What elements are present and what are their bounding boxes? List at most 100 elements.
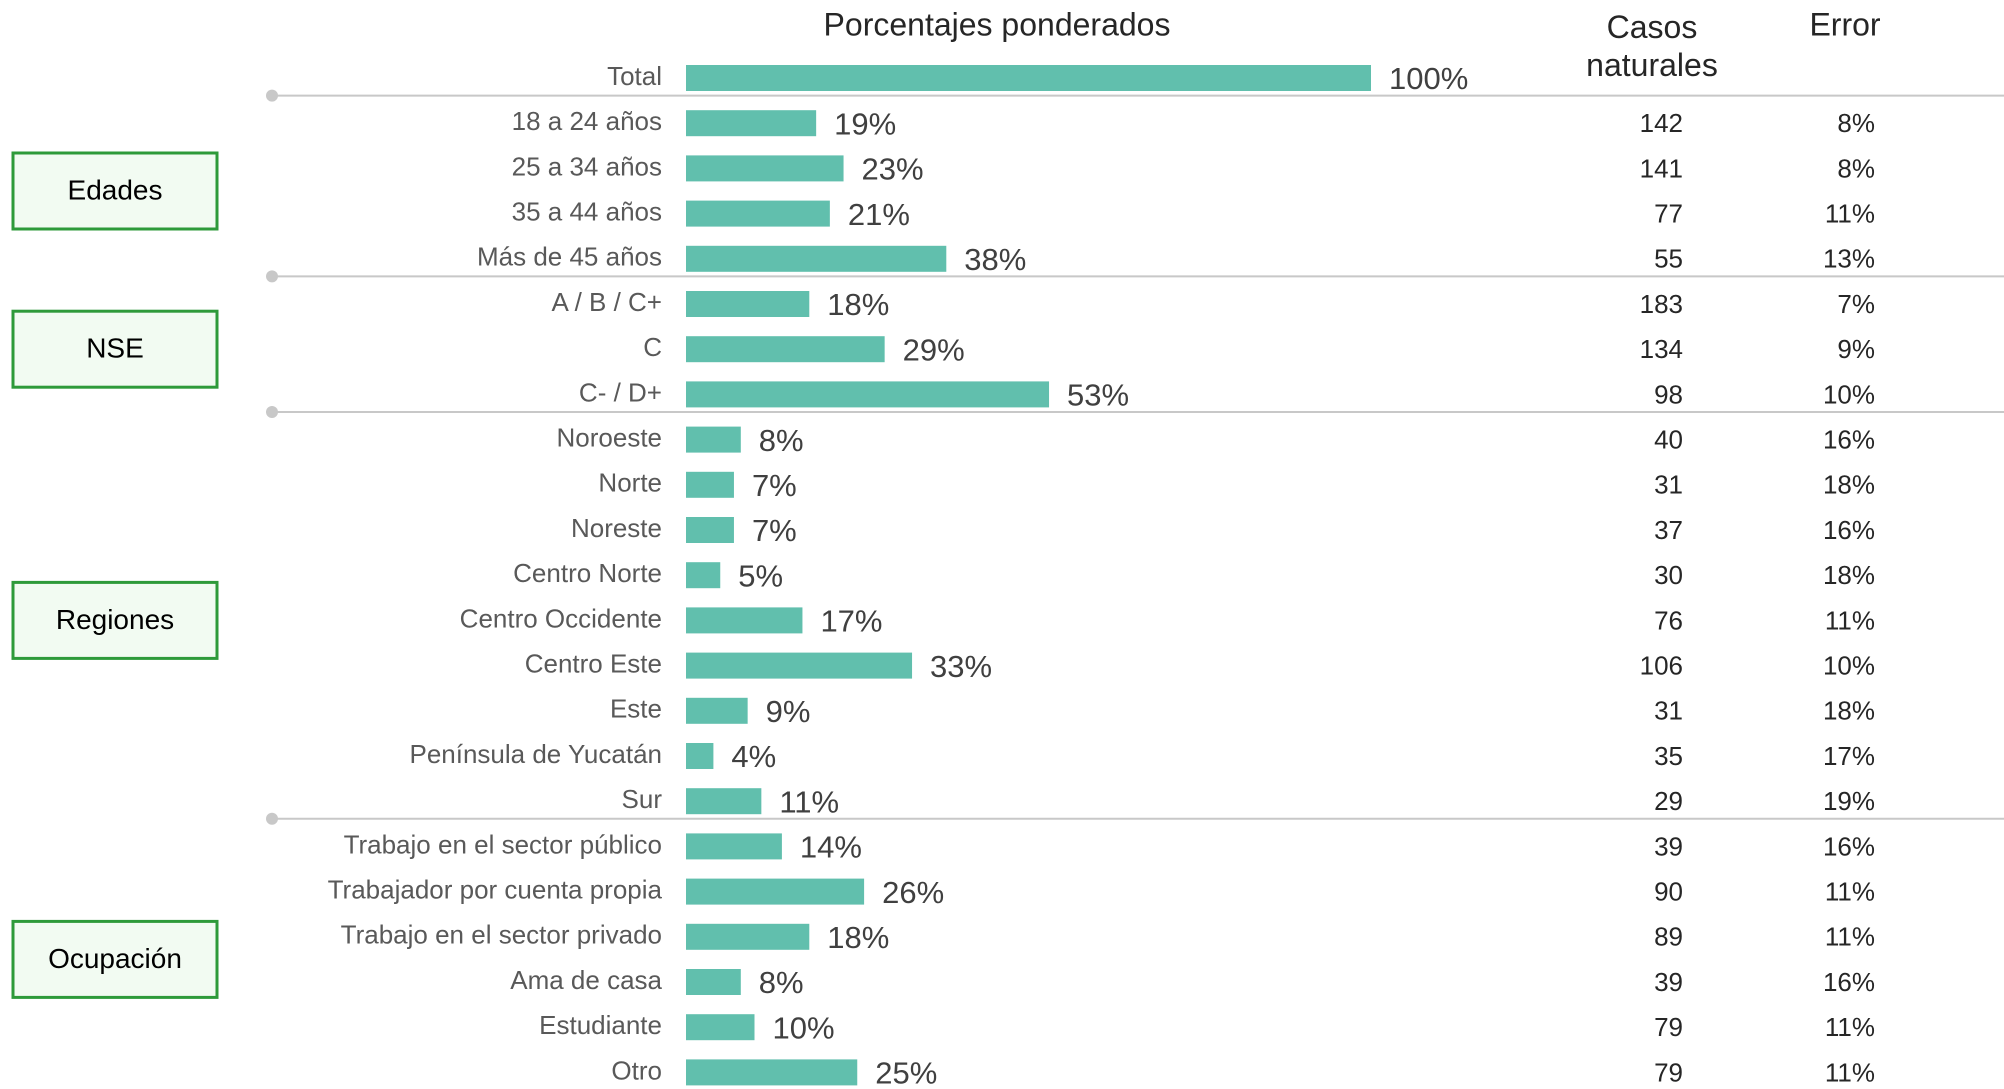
error-value: 11% [1825,922,1875,952]
bar [686,788,762,815]
error-value: 10% [1823,650,1875,680]
value-label: 11% [779,784,839,819]
error-value: 9% [1837,334,1875,364]
group-label: Ocupación [48,943,182,974]
group-label: Regiones [56,604,174,635]
group-box [11,580,219,660]
group-label: Edades [68,174,163,205]
casos-value: 77 [1654,198,1683,228]
error-value: 7% [1837,289,1875,319]
bar [686,607,803,634]
error-value: 16% [1823,515,1875,545]
casos-value: 29 [1654,786,1683,816]
casos-value: 142 [1640,108,1683,138]
category-label: Total [607,61,662,91]
bar [686,923,810,950]
category-label: Trabajo en el sector privado [341,920,662,950]
error-value: 13% [1823,244,1875,274]
category-label: 25 a 34 años [512,151,662,181]
category-label: Sur [622,784,663,814]
value-label: 29% [903,332,965,367]
bar [686,471,734,498]
category-label: Noreste [571,513,662,543]
bar [686,697,748,724]
error-value: 10% [1823,379,1875,409]
category-label: A / B / C+ [551,287,662,317]
casos-value: 90 [1654,876,1683,906]
value-label: 18% [827,920,889,955]
separator-dot [266,812,278,825]
casos-value: 141 [1640,153,1683,183]
casos-value: 89 [1654,922,1683,952]
casos-value: 134 [1640,334,1683,364]
bar [686,562,721,589]
value-label: 17% [820,604,882,639]
value-label: 100% [1389,61,1468,96]
separator-dot [266,89,278,102]
value-label: 19% [834,106,896,141]
error-value: 11% [1825,1057,1875,1087]
error-value: 16% [1823,831,1875,861]
category-label: Ama de casa [510,965,662,995]
value-label: 25% [875,1056,937,1089]
casos-value: 39 [1654,967,1683,997]
value-label: 23% [862,152,924,187]
casos-value: 30 [1654,560,1683,590]
casos-value: 31 [1654,696,1683,726]
bar [686,65,1371,91]
error-value: 16% [1823,424,1875,454]
category-label: Más de 45 años [477,242,662,272]
value-label: 18% [827,287,889,322]
bar [686,200,830,227]
value-label: 33% [930,649,992,684]
value-label: 38% [964,242,1026,277]
error-value: 11% [1825,1012,1875,1042]
separator-dot [266,406,278,418]
category-label: Otro [611,1055,662,1085]
bar [686,517,734,543]
value-label: 14% [800,830,862,865]
error-value: 18% [1823,470,1875,500]
error-value: 16% [1823,967,1875,997]
error-value: 11% [1825,876,1875,906]
category-label: 35 a 44 años [512,196,662,226]
category-label: Noroeste [557,422,663,452]
bar [686,426,741,453]
bar [686,336,885,363]
category-label: 18 a 24 años [512,106,662,136]
category-label: Centro Occidente [460,603,662,633]
value-label: 8% [759,965,804,1000]
casos-value: 79 [1654,1012,1683,1042]
bar [686,833,782,860]
error-value: 11% [1825,198,1875,228]
casos-value: 76 [1654,605,1683,635]
casos-value: 98 [1654,379,1683,409]
bar [686,110,817,137]
bar [686,291,810,317]
casos-value: 55 [1654,244,1683,274]
group-label: NSE [86,333,144,364]
value-label: 53% [1067,378,1129,413]
bar [686,743,714,769]
error-value: 18% [1823,696,1875,726]
category-label: Este [610,694,662,724]
error-value: 18% [1823,560,1875,590]
bar [686,381,1050,408]
group-box [11,309,219,389]
category-label: Centro Norte [513,558,662,588]
category-label: C [643,332,662,362]
category-label: Trabajador por cuenta propia [328,874,663,904]
error-value: 11% [1825,605,1875,635]
value-label: 26% [882,875,944,910]
casos-value: 79 [1654,1057,1683,1087]
bar [686,1059,858,1086]
casos-header: Casos naturales [1586,9,1718,83]
group-box [11,919,219,999]
value-label: 5% [738,558,783,593]
error-value: 19% [1823,786,1875,816]
category-label: Centro Este [525,648,662,678]
category-label: C- / D+ [579,377,662,407]
casos-value: 183 [1640,289,1683,319]
